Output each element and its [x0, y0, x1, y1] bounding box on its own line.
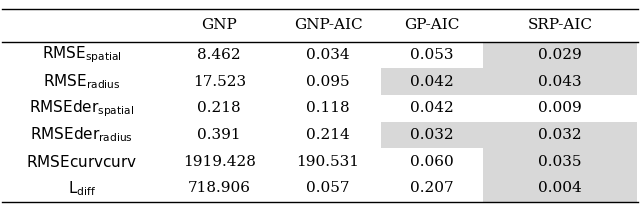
Text: 0.032: 0.032: [410, 128, 454, 142]
Text: $\mathrm{RMSEcurvcurv}$: $\mathrm{RMSEcurvcurv}$: [26, 154, 137, 170]
Text: $\mathrm{L}_{\mathrm{diff}}$: $\mathrm{L}_{\mathrm{diff}}$: [68, 179, 95, 198]
Text: GNP-AIC: GNP-AIC: [294, 19, 362, 32]
Text: 0.118: 0.118: [306, 101, 350, 115]
Bar: [483, 148, 637, 175]
Text: 0.053: 0.053: [410, 48, 454, 62]
Text: 0.042: 0.042: [410, 75, 454, 89]
Text: 0.218: 0.218: [197, 101, 241, 115]
Text: 0.035: 0.035: [538, 155, 582, 169]
Text: $\mathrm{RMSE}_{\mathrm{spatial}}$: $\mathrm{RMSE}_{\mathrm{spatial}}$: [42, 45, 122, 65]
Text: GNP: GNP: [202, 19, 237, 32]
Text: $\mathrm{RMSEder}_{\mathrm{spatial}}$: $\mathrm{RMSEder}_{\mathrm{spatial}}$: [29, 98, 134, 119]
Text: SRP-AIC: SRP-AIC: [527, 19, 593, 32]
Text: 0.004: 0.004: [538, 181, 582, 195]
Bar: [483, 42, 637, 68]
Text: 0.032: 0.032: [538, 128, 582, 142]
Text: 0.034: 0.034: [306, 48, 350, 62]
Text: 0.060: 0.060: [410, 155, 454, 169]
Text: $\mathrm{RMSEder}_{\mathrm{radius}}$: $\mathrm{RMSEder}_{\mathrm{radius}}$: [30, 126, 133, 144]
Text: 0.207: 0.207: [410, 181, 454, 195]
Text: $\mathrm{RMSE}_{\mathrm{radius}}$: $\mathrm{RMSE}_{\mathrm{radius}}$: [43, 72, 120, 91]
Text: 8.462: 8.462: [197, 48, 241, 62]
Text: 0.057: 0.057: [307, 181, 349, 195]
Bar: [483, 122, 637, 148]
Text: 1919.428: 1919.428: [183, 155, 255, 169]
Text: 190.531: 190.531: [296, 155, 360, 169]
Text: 0.214: 0.214: [306, 128, 350, 142]
Bar: [381, 122, 483, 148]
Text: 17.523: 17.523: [193, 75, 246, 89]
Text: 0.391: 0.391: [197, 128, 241, 142]
Text: 0.029: 0.029: [538, 48, 582, 62]
Text: 718.906: 718.906: [188, 181, 251, 195]
Bar: [483, 175, 637, 202]
Text: 0.095: 0.095: [306, 75, 350, 89]
Text: 0.042: 0.042: [410, 101, 454, 115]
Text: 0.043: 0.043: [538, 75, 582, 89]
Text: GP-AIC: GP-AIC: [404, 19, 460, 32]
Text: 0.009: 0.009: [538, 101, 582, 115]
Bar: [483, 68, 637, 95]
Bar: [381, 68, 483, 95]
